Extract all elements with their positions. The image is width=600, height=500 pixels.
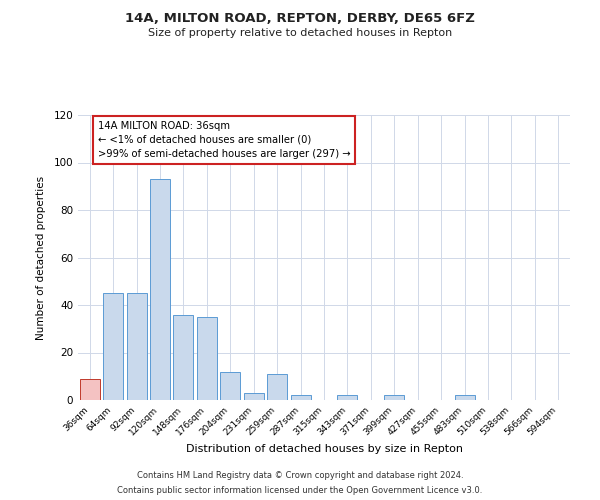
Bar <box>385 395 404 400</box>
Text: Contains HM Land Registry data © Crown copyright and database right 2024.: Contains HM Land Registry data © Crown c… <box>137 471 463 480</box>
Bar <box>244 393 263 400</box>
Bar <box>220 372 240 400</box>
Bar <box>267 374 287 400</box>
Text: 14A MILTON ROAD: 36sqm
← <1% of detached houses are smaller (0)
>99% of semi-det: 14A MILTON ROAD: 36sqm ← <1% of detached… <box>98 120 350 158</box>
Bar <box>103 293 123 400</box>
Text: Contains public sector information licensed under the Open Government Licence v3: Contains public sector information licen… <box>118 486 482 495</box>
Bar <box>290 395 311 400</box>
Bar <box>337 395 358 400</box>
Bar <box>455 395 475 400</box>
Text: Size of property relative to detached houses in Repton: Size of property relative to detached ho… <box>148 28 452 38</box>
X-axis label: Distribution of detached houses by size in Repton: Distribution of detached houses by size … <box>185 444 463 454</box>
Bar <box>80 378 100 400</box>
Bar <box>173 314 193 400</box>
Y-axis label: Number of detached properties: Number of detached properties <box>37 176 46 340</box>
Text: 14A, MILTON ROAD, REPTON, DERBY, DE65 6FZ: 14A, MILTON ROAD, REPTON, DERBY, DE65 6F… <box>125 12 475 26</box>
Bar <box>150 179 170 400</box>
Bar <box>197 317 217 400</box>
Bar <box>127 293 146 400</box>
